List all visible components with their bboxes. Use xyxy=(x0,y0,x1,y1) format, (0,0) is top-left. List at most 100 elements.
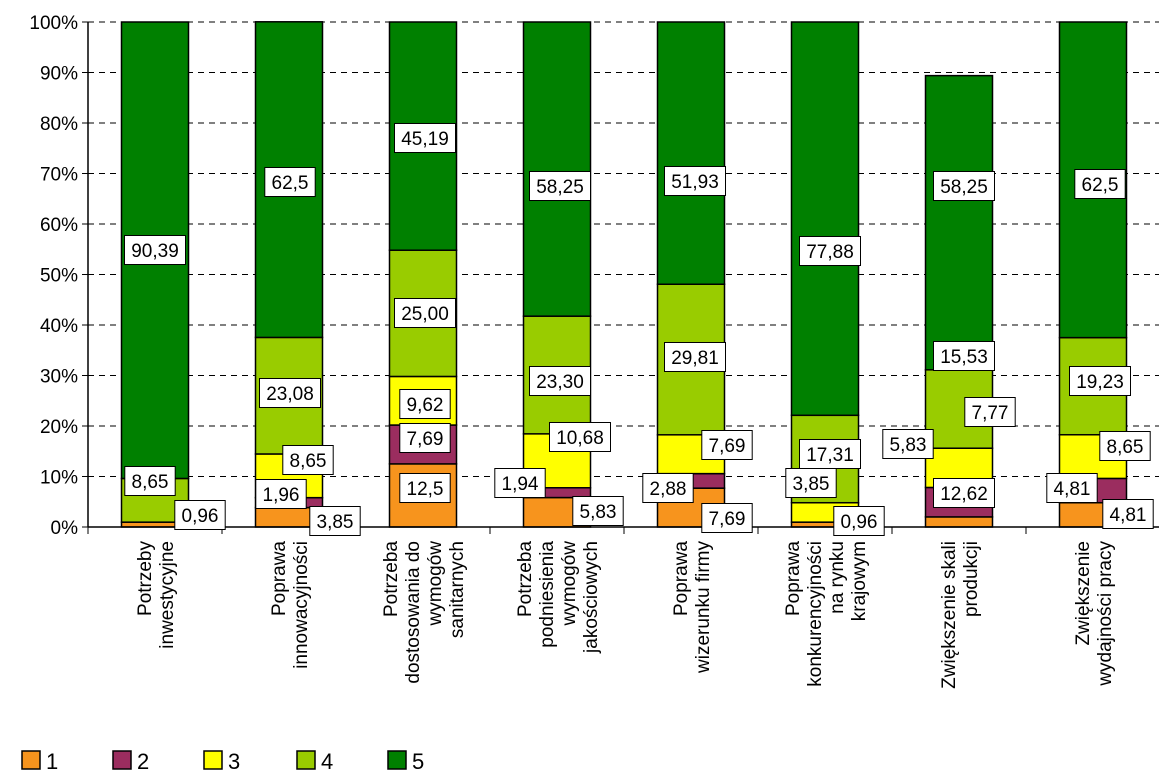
data-label-box xyxy=(1074,169,1126,199)
data-label: 51,93 xyxy=(664,166,726,196)
legend-item: 1 xyxy=(21,749,58,774)
data-label-box xyxy=(394,298,456,328)
data-label-box xyxy=(549,422,611,452)
legend-swatch xyxy=(21,750,41,770)
category-label-line: jakościowych xyxy=(581,541,602,654)
data-label-text: 12,62 xyxy=(940,484,988,505)
data-label-text: 1,94 xyxy=(502,474,539,495)
data-label-text: 15,53 xyxy=(940,347,988,368)
bars xyxy=(120,21,1128,528)
y-tick-label: 50% xyxy=(40,266,78,287)
data-label: 9,62 xyxy=(399,389,451,419)
category-label-line: dostosowania do xyxy=(403,541,424,684)
data-label-box xyxy=(394,123,456,153)
data-label: 0,96 xyxy=(174,500,226,530)
data-label-text: 0,96 xyxy=(841,512,878,533)
data-label-text: 90,39 xyxy=(131,241,179,262)
y-tick-label: 80% xyxy=(40,114,78,135)
category-label-line: wymogów xyxy=(559,541,580,627)
category-label-line: wymogów xyxy=(425,541,446,627)
data-label: 29,81 xyxy=(664,342,726,372)
category-label: Potrzeby inwestycyjne xyxy=(135,541,178,649)
data-label-text: 9,62 xyxy=(407,395,444,416)
data-label: 0,96 xyxy=(833,506,885,536)
y-tick-label: 20% xyxy=(40,417,78,438)
data-label-text: 23,30 xyxy=(536,372,584,393)
bar-segment-series-5 xyxy=(790,21,860,417)
data-label-text: 3,85 xyxy=(317,512,354,533)
category-label-line: Potrzeba xyxy=(381,541,402,617)
data-label-box xyxy=(933,341,995,371)
data-label-text: 45,19 xyxy=(401,129,449,150)
data-label-text: 17,31 xyxy=(806,445,854,466)
category-label: Zwiększenie wydajności pracy xyxy=(1073,541,1116,687)
category-label: Potrzeba podniesienia wymogów jakościowych xyxy=(515,541,602,654)
data-label-text: 10,68 xyxy=(556,428,604,449)
data-label-text: 5,83 xyxy=(580,502,617,523)
data-label-box xyxy=(124,466,176,496)
data-label: 5,83 xyxy=(572,496,624,526)
data-label-box xyxy=(799,439,861,469)
data-label: 90,39 xyxy=(124,235,186,265)
y-tick-label: 10% xyxy=(40,468,78,489)
data-label-box xyxy=(701,503,753,533)
category-label-line: Potrzeby xyxy=(135,541,156,616)
data-label-text: 58,25 xyxy=(536,177,584,198)
data-label-box xyxy=(642,473,694,503)
data-label-box xyxy=(399,389,451,419)
category-label-line: produkcji xyxy=(961,541,982,617)
category-label: Poprawa konkurencyjności na rynku krajowym xyxy=(783,541,870,687)
data-label-text: 29,81 xyxy=(671,348,719,369)
data-label-box xyxy=(1069,366,1131,396)
legend-label: 2 xyxy=(137,749,149,774)
data-label-text: 0,96 xyxy=(182,506,219,527)
category-label-line: konkurencyjności xyxy=(805,541,826,687)
data-label-text: 19,23 xyxy=(1076,372,1124,393)
data-label: 45,19 xyxy=(394,123,456,153)
category-label: Potrzeba dostosowania do wymogów sanitarnyc… xyxy=(381,541,468,684)
data-label-text: 5,83 xyxy=(890,435,927,456)
data-label: 5,83 xyxy=(882,429,934,459)
data-label-text: 7,69 xyxy=(709,436,746,457)
data-label-box xyxy=(572,496,624,526)
data-label: 15,53 xyxy=(933,341,995,371)
bar-segment-series-5 xyxy=(656,21,726,285)
category-label: Zwiększenie skali produkcji xyxy=(939,541,982,689)
category-label-line: Poprawa xyxy=(269,541,290,616)
category-label-line: podniesienia xyxy=(537,541,558,648)
data-label-box xyxy=(259,378,321,408)
y-tick-labels: 0% 10% 20% 30% 40% 50% 60% 70% 80% 90% 100% xyxy=(29,13,78,539)
y-tick-label: 0% xyxy=(51,518,79,539)
data-label: 4,81 xyxy=(1046,473,1098,503)
data-label-box xyxy=(529,366,591,396)
data-label-box xyxy=(529,171,591,201)
y-tick-label: 70% xyxy=(40,165,78,186)
data-label: 25,00 xyxy=(394,298,456,328)
data-label: 58,25 xyxy=(529,171,591,201)
data-label-text: 77,88 xyxy=(806,242,854,263)
y-tick-label: 90% xyxy=(40,64,78,85)
data-label: 7,69 xyxy=(701,430,753,460)
data-label: 62,5 xyxy=(1074,169,1126,199)
data-label: 2,88 xyxy=(642,473,694,503)
legend-swatch xyxy=(203,750,223,770)
data-label-box xyxy=(309,506,361,536)
data-label-text: 1,96 xyxy=(263,485,300,506)
category-label-line: Poprawa xyxy=(783,541,804,616)
legend-label: 4 xyxy=(321,749,333,774)
data-label-box xyxy=(701,430,753,460)
data-label: 8,65 xyxy=(124,466,176,496)
data-label-text: 4,81 xyxy=(1054,479,1091,500)
data-label: 3,85 xyxy=(309,506,361,536)
data-label: 10,68 xyxy=(549,422,611,452)
data-label-text: 62,5 xyxy=(1082,175,1119,196)
data-label: 77,88 xyxy=(799,236,861,266)
axes xyxy=(82,21,1159,534)
data-label-box xyxy=(399,423,451,453)
data-label: 12,5 xyxy=(399,473,451,503)
data-label: 7,77 xyxy=(964,397,1016,427)
data-label-box xyxy=(933,478,995,508)
data-label-text: 62,5 xyxy=(272,173,309,194)
bar-segment-series-5 xyxy=(924,74,994,371)
category-label: Poprawa wizerunku firmy xyxy=(671,541,714,674)
